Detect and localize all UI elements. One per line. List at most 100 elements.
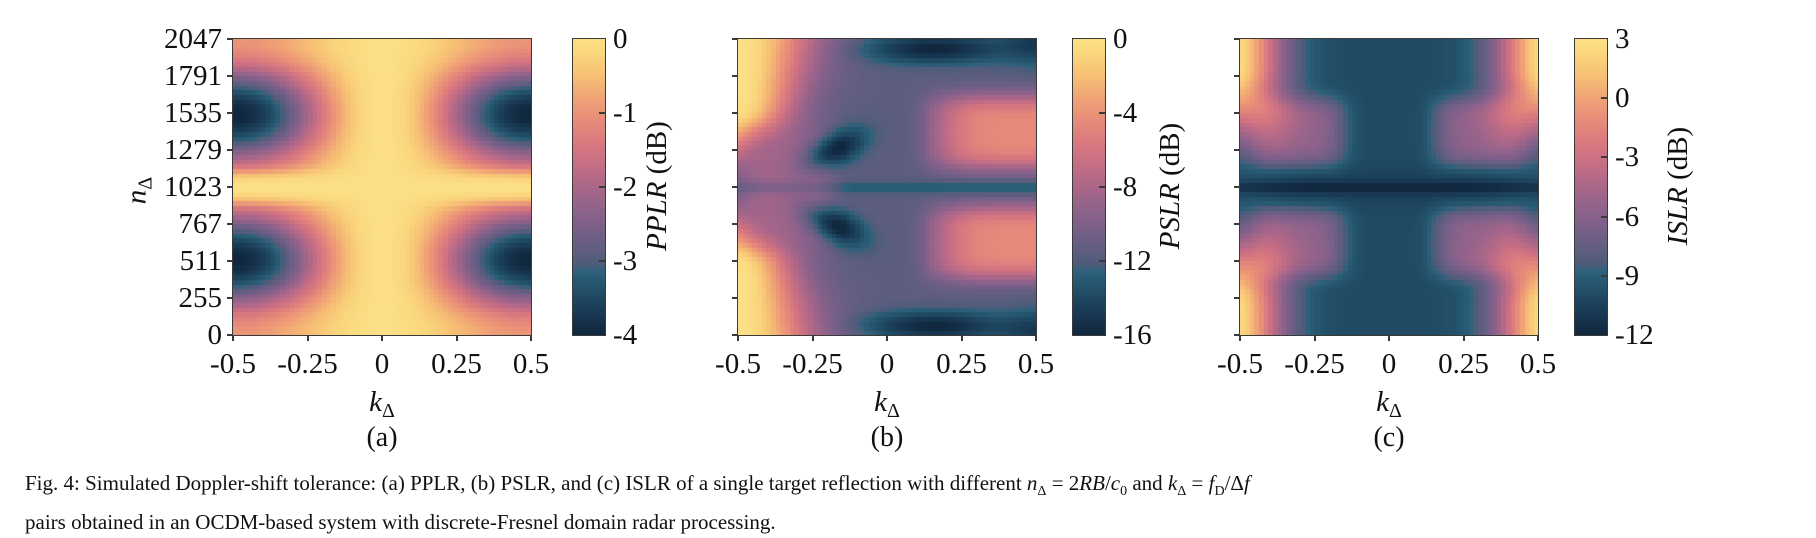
x-tick-mark bbox=[1388, 336, 1390, 341]
colorbar-tick-label: -6 bbox=[1615, 200, 1640, 233]
heatmap-c-canvas bbox=[1240, 39, 1538, 335]
colorbar-tick-label: -12 bbox=[1113, 245, 1152, 277]
caption-segment: n bbox=[1026, 471, 1038, 495]
x-tick-mark bbox=[1462, 336, 1465, 341]
y-tick-mark bbox=[1234, 223, 1239, 225]
y-tick-mark bbox=[732, 149, 737, 151]
y-tick-mark bbox=[732, 38, 737, 40]
x-tick-mark bbox=[1035, 336, 1037, 341]
y-axis-label: nΔ bbox=[120, 176, 157, 205]
colorbar-title-b: PSLR (dB) bbox=[1154, 122, 1186, 250]
x-tick-label: -0.5 bbox=[210, 348, 256, 380]
y-tick-mark bbox=[227, 149, 232, 151]
x-tick-label: 0 bbox=[374, 348, 390, 380]
panel-label-c: (c) bbox=[1373, 422, 1405, 453]
colorbar-tick-label: -3 bbox=[613, 245, 638, 277]
y-tick-label: 1791 bbox=[164, 60, 222, 92]
x-tick-mark bbox=[960, 336, 963, 341]
caption-segment: k bbox=[1167, 471, 1178, 495]
y-tick-mark bbox=[732, 75, 737, 77]
colorbar-tick-label: -4 bbox=[613, 319, 638, 351]
colorbar-c bbox=[1574, 38, 1608, 336]
y-tick-mark bbox=[1234, 297, 1239, 299]
heatmap-c-frame bbox=[1239, 38, 1539, 336]
x-tick-mark bbox=[737, 336, 739, 341]
x-tick-mark bbox=[381, 336, 383, 341]
y-tick-label: 1279 bbox=[164, 134, 222, 166]
panel-label-b: (b) bbox=[870, 422, 904, 453]
x-tick-label: 0.5 bbox=[512, 348, 550, 380]
colorbar-tick-label: -12 bbox=[1615, 319, 1654, 351]
colorbar-tick-label: -1 bbox=[613, 97, 638, 129]
y-tick-mark bbox=[1234, 186, 1239, 188]
caption-segment: RB bbox=[1079, 471, 1105, 495]
colorbar-tick-label: -8 bbox=[1113, 171, 1138, 203]
colorbar-tick-label: -2 bbox=[613, 171, 638, 203]
x-tick-label: -0.25 bbox=[782, 348, 843, 380]
figure-caption: Fig. 4: Simulated Doppler-shift toleranc… bbox=[25, 468, 1585, 537]
y-tick-label: 511 bbox=[179, 245, 222, 277]
x-tick-label: 0.25 bbox=[936, 348, 987, 380]
colorbar-tick-label: -9 bbox=[1615, 259, 1640, 292]
x-tick-mark bbox=[306, 336, 309, 341]
caption-segment: pairs obtained in an OCDM-based system w… bbox=[25, 510, 776, 535]
caption-segment: Δ bbox=[1177, 484, 1187, 500]
colorbar-tick-mark bbox=[599, 260, 605, 262]
x-axis-label: kΔ bbox=[369, 386, 395, 422]
y-tick-label: 0 bbox=[207, 319, 223, 351]
colorbar-tick-label: 0 bbox=[1113, 23, 1128, 55]
y-tick-mark bbox=[227, 38, 232, 40]
colorbar-b bbox=[1072, 38, 1106, 336]
x-tick-mark bbox=[1313, 336, 1316, 341]
y-tick-mark bbox=[227, 260, 232, 262]
x-tick-label: 0.25 bbox=[431, 348, 482, 380]
x-axis-label: kΔ bbox=[874, 386, 900, 422]
x-tick-label: 0 bbox=[1381, 348, 1397, 380]
y-tick-label: 767 bbox=[178, 208, 223, 240]
x-tick-mark bbox=[811, 336, 814, 341]
y-tick-mark bbox=[1234, 334, 1239, 336]
colorbar-tick-mark bbox=[1601, 274, 1607, 277]
y-tick-mark bbox=[732, 260, 737, 262]
colorbar-tick-mark bbox=[599, 112, 605, 114]
colorbar-tick-label: 0 bbox=[613, 23, 628, 55]
heatmap-a-canvas bbox=[233, 39, 531, 335]
panel-label-a: (a) bbox=[366, 422, 398, 453]
x-tick-label: 0.5 bbox=[1519, 348, 1557, 380]
colorbar-title-a: PPLR (dB) bbox=[641, 121, 673, 251]
colorbar-tick-mark bbox=[599, 186, 605, 188]
caption-segment: /Δ bbox=[1224, 471, 1244, 495]
caption-segment: f bbox=[1243, 471, 1250, 495]
colorbar-tick-mark bbox=[1099, 112, 1105, 114]
x-tick-mark bbox=[1537, 336, 1539, 341]
x-tick-label: -0.5 bbox=[715, 348, 761, 380]
colorbar-tick-mark bbox=[1099, 260, 1105, 262]
caption-segment: Δ bbox=[1037, 484, 1047, 500]
colorbar-tick-mark bbox=[1601, 215, 1607, 218]
x-tick-label: -0.5 bbox=[1217, 348, 1263, 380]
y-tick-mark bbox=[227, 334, 232, 336]
x-tick-mark bbox=[1239, 336, 1241, 341]
x-tick-mark bbox=[232, 336, 234, 341]
heatmap-b-frame bbox=[737, 38, 1037, 336]
x-tick-mark bbox=[530, 336, 532, 341]
x-axis-label: kΔ bbox=[1376, 386, 1402, 422]
y-tick-label: 2047 bbox=[164, 23, 222, 55]
x-tick-label: 0.5 bbox=[1017, 348, 1055, 380]
y-tick-mark bbox=[732, 223, 737, 225]
x-tick-mark bbox=[455, 336, 458, 341]
x-tick-label: -0.25 bbox=[1284, 348, 1345, 380]
caption-segment: / bbox=[1104, 471, 1111, 495]
y-tick-label: 1535 bbox=[164, 97, 222, 129]
heatmap-a-frame bbox=[232, 38, 532, 336]
y-tick-mark bbox=[227, 186, 232, 188]
y-tick-mark bbox=[732, 297, 737, 299]
colorbar-tick-label: 3 bbox=[1615, 23, 1630, 55]
y-tick-mark bbox=[732, 186, 737, 188]
y-tick-mark bbox=[732, 334, 737, 336]
colorbar-tick-mark bbox=[1099, 186, 1105, 188]
y-tick-mark bbox=[1234, 75, 1239, 77]
caption-segment: and bbox=[1127, 471, 1168, 495]
y-tick-mark bbox=[227, 75, 232, 77]
